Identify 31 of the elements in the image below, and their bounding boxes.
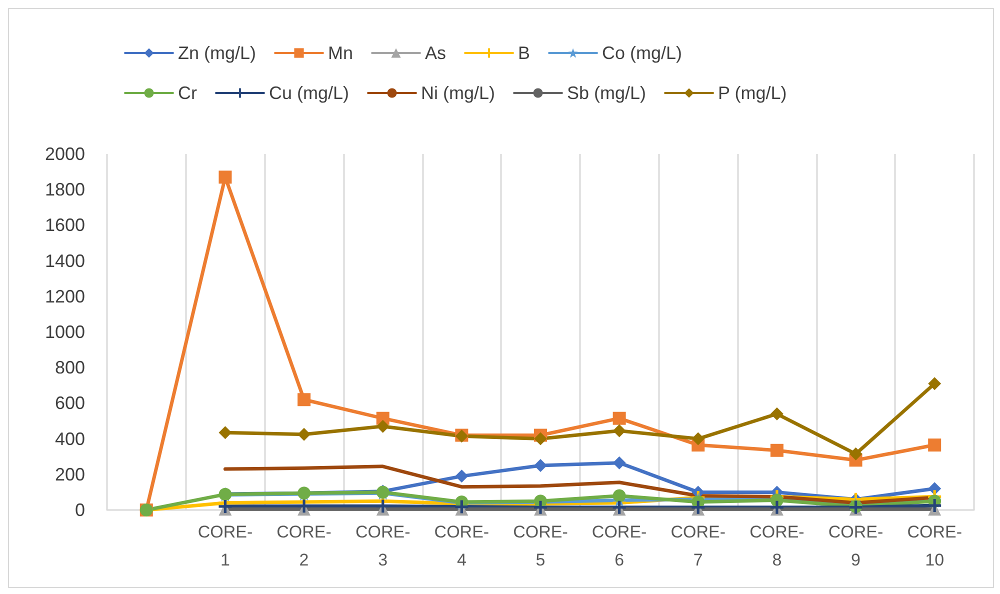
y-tick-label: 1200 <box>44 286 85 306</box>
y-tick-label: 2000 <box>44 144 85 164</box>
x-tick-label: CORE-10 <box>907 522 962 570</box>
x-tick-label: CORE-4 <box>434 522 490 570</box>
x-tick-label: CORE-9 <box>828 522 884 570</box>
y-tick-label: 600 <box>54 393 85 414</box>
legend-label: As <box>425 43 446 63</box>
legend-label: P (mg/L) <box>718 83 787 103</box>
x-tick-label: CORE-7 <box>670 522 726 570</box>
y-tick-label: 1800 <box>44 180 85 200</box>
legend-label: Cr <box>178 83 197 103</box>
legend-label: Mn <box>328 43 354 63</box>
legend-label: Sb (mg/L) <box>567 83 646 103</box>
x-tick-label: CORE-3 <box>355 522 410 570</box>
legend-label: Co (mg/L) <box>602 43 682 63</box>
x-tick-label: CORE-2 <box>276 522 332 570</box>
legend-label: Cu (mg/L) <box>268 83 350 103</box>
y-tick-label: 200 <box>54 464 85 484</box>
y-tick-label: 0 <box>74 500 85 520</box>
y-tick-label: 1600 <box>44 215 85 236</box>
y-tick-label: 1400 <box>44 250 85 271</box>
legend-label: B <box>518 43 530 63</box>
y-tick-label: 400 <box>54 428 85 449</box>
legend-label: Ni (mg/L) <box>421 83 496 103</box>
x-tick-label: CORE-5 <box>513 522 568 570</box>
x-tick-label: CORE-1 <box>198 522 253 570</box>
x-tick-label: CORE-6 <box>592 522 647 570</box>
y-tick-label: 1000 <box>44 322 85 342</box>
x-tick-label: CORE-8 <box>750 522 804 570</box>
y-tick-label: 800 <box>54 358 85 378</box>
legend-label: Zn (mg/L) <box>178 43 256 63</box>
